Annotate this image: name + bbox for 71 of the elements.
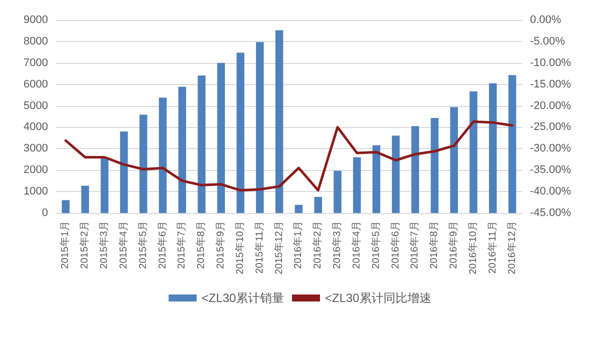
bar [450,107,458,213]
bar [81,186,90,213]
y-tick-label: 1000 [24,186,48,198]
y-tick-label: 2000 [24,164,48,176]
x-tick-label: 2016年7月 [408,221,421,269]
x-tick-label: 2015年4月 [117,221,130,269]
x-tick-label: 2016年11月 [486,221,498,274]
bar [294,204,303,213]
x-tick-label: 2016年6月 [389,221,402,269]
y-tick-label: 4000 [24,121,48,134]
x-tick-label: 2016年3月 [331,221,344,269]
x-tick-label: 2015年2月 [78,221,91,269]
y-tick-label: 0 [42,207,48,219]
bar [314,196,322,213]
x-tick-label: 2016年2月 [312,221,324,269]
y2-tick-label: -35.00% [530,164,572,176]
y-tick-label: 6000 [24,78,48,90]
legend-label: <ZL30累计销量 [202,291,284,305]
bar [430,118,439,213]
bar [256,42,264,213]
y2-tick-label: 0.00% [530,14,562,26]
x-tick-label: 2016年5月 [370,221,382,269]
x-tick-label: 2015年6月 [156,221,168,269]
bar [334,170,342,213]
bar [217,62,225,213]
y2-tick-label: -45.00% [530,207,572,219]
x-tick-label: 2016年8月 [428,221,440,269]
bar [100,157,108,213]
y2-tick-label: -5.00% [530,35,566,48]
bar [392,136,400,213]
x-tick-label: 2016年12月 [506,221,518,274]
x-tick-label: 2016年4月 [350,221,362,269]
bar [470,91,478,213]
y-tick-label: 3000 [24,142,48,155]
y-tick-label: 7000 [24,56,48,69]
bar [178,86,186,213]
bar [275,30,284,213]
x-tick-label: 2015年10月 [234,221,246,274]
x-tick-label: 2016年1月 [292,221,304,269]
y2-tick-label: -15.00% [530,78,572,90]
bar [236,52,244,213]
x-tick-label: 2015年12月 [272,221,285,274]
bar [372,145,380,213]
y2-tick-label: -40.00% [530,186,572,198]
y-tick-label: 5000 [24,100,48,112]
bar [139,114,148,213]
bar [62,200,70,213]
x-tick-label: 2015年5月 [136,221,149,269]
bar [198,76,206,213]
y-tick-label: 9000 [24,14,48,26]
x-tick-label: 2015年3月 [98,221,110,269]
x-tick-label: 2015年1月 [59,221,72,269]
x-tick-label: 2016年9月 [448,221,460,269]
x-tick-label: 2015年11月 [253,221,266,274]
y2-tick-label: -25.00% [530,121,572,134]
y-tick-label: 8000 [24,35,48,48]
x-tick-label: 2015年7月 [176,221,188,269]
line-series [64,120,514,192]
x-tick-label: 2015年9月 [214,221,227,269]
bar [488,83,497,213]
bar [120,132,128,213]
y2-tick-label: -10.00% [530,56,572,69]
y2-tick-label: -30.00% [530,142,572,155]
bar [353,157,361,213]
legend-label: <ZL30累计同比增速 [325,291,432,305]
bar [411,126,420,213]
bar [158,98,167,213]
bar [508,75,516,213]
x-tick-label: 2015年8月 [195,221,208,269]
x-tick-label: 2016年10月 [466,221,479,274]
y2-tick-label: -20.00% [530,100,572,112]
